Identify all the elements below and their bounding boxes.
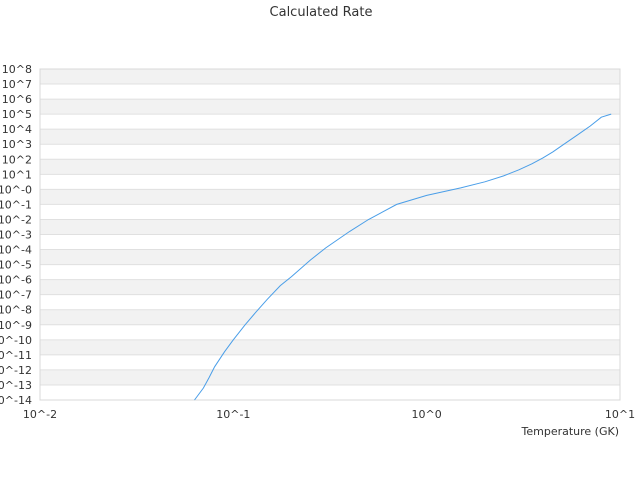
grid-band — [40, 369, 620, 385]
series-line — [194, 113, 612, 401]
y-tick-label: 10^5 — [2, 108, 32, 121]
x-tick-label: 10^-2 — [23, 408, 57, 421]
y-tick-label: 10^-13 — [0, 379, 32, 392]
y-tick-label: 10^-0 — [0, 183, 32, 196]
y-tick-label: 10^-5 — [0, 259, 32, 272]
y-tick-label: 10^-2 — [0, 213, 32, 226]
x-tick-label: 10^1 — [605, 408, 635, 421]
y-tick-label: 10^7 — [2, 78, 32, 91]
grid-band — [40, 144, 620, 160]
grid-band — [40, 324, 620, 340]
grid-band — [40, 339, 620, 355]
grid-band — [40, 84, 620, 100]
x-tick-label: 10^0 — [412, 408, 442, 421]
y-tick-label: 10^-6 — [0, 274, 32, 287]
y-tick-label: 10^-10 — [0, 334, 32, 347]
y-tick-label: 10^-12 — [0, 364, 32, 377]
grid-band — [40, 264, 620, 280]
x-axis-ticks: 10^-2 10^-1 10^0 10^1 — [23, 408, 635, 421]
grid-band — [40, 354, 620, 370]
chart-title: Calculated Rate — [270, 5, 373, 20]
y-tick-label: 10^6 — [2, 93, 32, 106]
x-axis-title: Temperature (GK) — [521, 425, 620, 438]
grid-band — [40, 174, 620, 190]
y-tick-label: 10^-9 — [0, 319, 32, 332]
y-tick-label: 10^8 — [2, 63, 32, 76]
grid-band — [40, 114, 620, 130]
y-tick-label: 10^-11 — [0, 349, 32, 362]
grid-band — [40, 129, 620, 145]
grid-band — [40, 189, 620, 205]
grid-band — [40, 204, 620, 220]
y-tick-label: 10^2 — [2, 153, 32, 166]
grid-band — [40, 219, 620, 235]
grid-band — [40, 249, 620, 265]
grid-band — [40, 279, 620, 295]
grid-band — [40, 159, 620, 175]
grid-band — [40, 294, 620, 310]
grid-band — [40, 99, 620, 115]
grid-band — [40, 309, 620, 325]
y-tick-label: 10^-14 — [0, 394, 32, 407]
y-tick-label: 10^-1 — [0, 198, 32, 211]
grid-band — [40, 384, 620, 400]
grid-band — [40, 69, 620, 85]
x-tick-label: 10^-1 — [216, 408, 250, 421]
y-tick-label: 10^3 — [2, 138, 32, 151]
y-tick-label: 10^-8 — [0, 304, 32, 317]
y-tick-label: 10^-7 — [0, 289, 32, 302]
y-tick-label: 10^-3 — [0, 229, 32, 242]
y-axis-ticks: 10^-14 10^-13 10^-12 10^-11 10^-10 10^-9 10^-8… — [0, 63, 32, 407]
grid-band — [40, 234, 620, 250]
y-tick-label: 10^1 — [2, 168, 32, 181]
y-tick-label: 10^-4 — [0, 244, 32, 257]
plot-background-bands — [40, 68, 620, 400]
plot-frame — [39, 68, 621, 401]
y-tick-label: 10^4 — [2, 123, 32, 136]
plot-border — [39, 68, 621, 401]
